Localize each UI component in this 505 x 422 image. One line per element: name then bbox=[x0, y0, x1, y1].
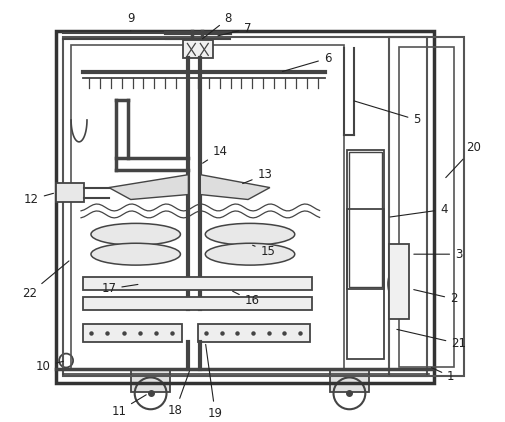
Text: 5: 5 bbox=[354, 101, 420, 127]
Text: 2: 2 bbox=[413, 289, 457, 306]
Text: 8: 8 bbox=[202, 12, 231, 39]
Text: 3: 3 bbox=[413, 248, 462, 261]
Text: 20: 20 bbox=[445, 141, 480, 178]
Text: 6: 6 bbox=[282, 52, 331, 71]
Polygon shape bbox=[200, 175, 269, 200]
Text: 9: 9 bbox=[127, 12, 134, 31]
Text: 16: 16 bbox=[232, 291, 259, 307]
Bar bbox=[83, 324, 182, 342]
Bar bbox=[63, 38, 426, 376]
Bar bbox=[388, 38, 463, 376]
Text: 17: 17 bbox=[101, 282, 138, 295]
Bar bbox=[56, 30, 433, 384]
Bar bbox=[398, 47, 453, 367]
Bar bbox=[349, 152, 381, 287]
Bar bbox=[183, 41, 213, 58]
Text: 14: 14 bbox=[202, 145, 227, 163]
Bar bbox=[388, 244, 408, 319]
Bar bbox=[347, 209, 383, 359]
Text: 15: 15 bbox=[252, 245, 275, 258]
Text: 19: 19 bbox=[205, 344, 222, 420]
Text: 12: 12 bbox=[24, 193, 54, 206]
Polygon shape bbox=[109, 175, 188, 200]
Bar bbox=[83, 297, 311, 310]
Ellipse shape bbox=[91, 223, 180, 245]
Text: 1: 1 bbox=[431, 368, 453, 383]
Bar bbox=[56, 183, 84, 203]
Text: 13: 13 bbox=[242, 168, 272, 184]
Text: 22: 22 bbox=[22, 261, 69, 300]
Text: 21: 21 bbox=[396, 329, 465, 350]
Ellipse shape bbox=[205, 223, 294, 245]
Text: 7: 7 bbox=[218, 22, 251, 36]
Bar bbox=[71, 46, 344, 368]
Text: 18: 18 bbox=[168, 371, 189, 417]
Bar bbox=[347, 150, 383, 289]
Text: 10: 10 bbox=[36, 360, 63, 373]
Bar bbox=[198, 324, 309, 342]
Bar bbox=[130, 371, 170, 392]
Bar bbox=[329, 371, 369, 392]
Ellipse shape bbox=[91, 243, 180, 265]
Text: 4: 4 bbox=[389, 203, 447, 217]
Text: 11: 11 bbox=[111, 395, 146, 418]
Bar bbox=[83, 277, 311, 290]
Ellipse shape bbox=[205, 243, 294, 265]
